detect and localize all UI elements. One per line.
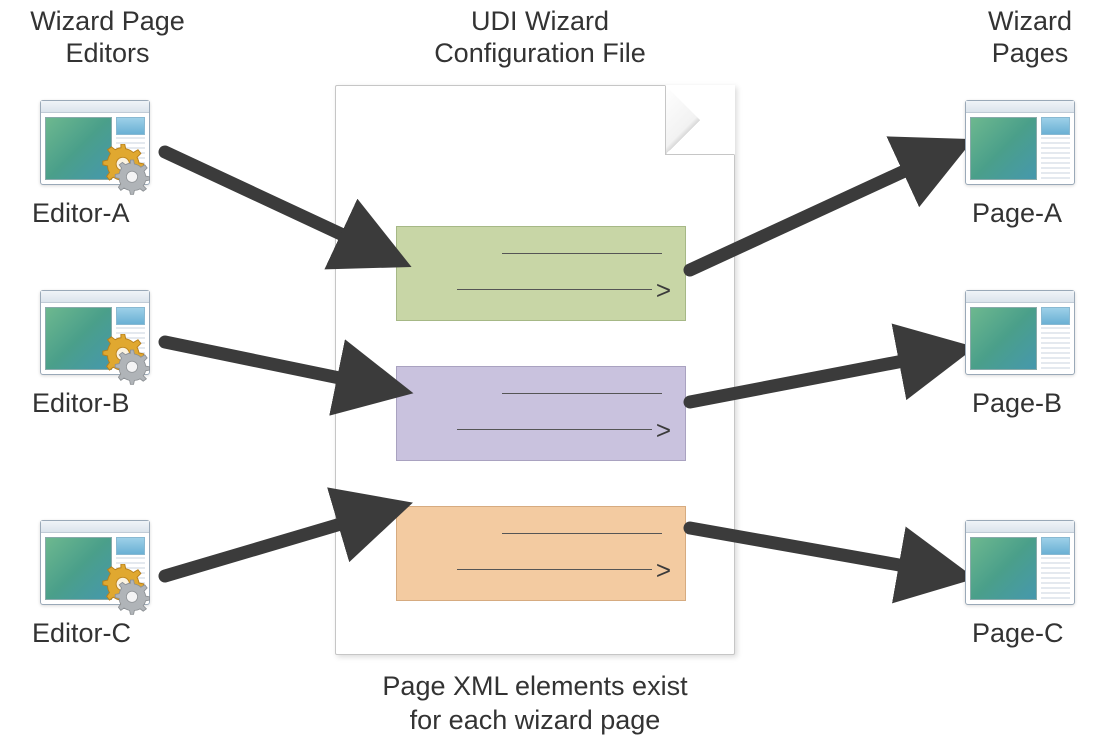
page-block-tag-close: > <box>656 555 671 586</box>
editor-label-1: Editor-B <box>32 388 130 419</box>
page-block-0: > <box>396 226 686 321</box>
header-center-text: UDI Wizard Configuration File <box>434 6 646 68</box>
header-left: Wizard Page Editors <box>0 5 215 70</box>
page-label-2: Page-C <box>972 618 1064 649</box>
page-icon-0 <box>965 100 1075 185</box>
page-icon-2 <box>965 520 1075 605</box>
editor-icon-1 <box>40 290 150 375</box>
gear-icon <box>100 334 160 389</box>
page-icon-1 <box>965 290 1075 375</box>
page-label-0: Page-A <box>972 198 1062 229</box>
page-block-1: > <box>396 366 686 461</box>
page-fold-icon <box>665 85 735 155</box>
editor-icon-0 <box>40 100 150 185</box>
page-block-tag-close: > <box>656 275 671 306</box>
editor-icon-2 <box>40 520 150 605</box>
page-block-tag-close: > <box>656 415 671 446</box>
page-label-1: Page-B <box>972 388 1062 419</box>
header-right-text: Wizard Pages <box>988 6 1072 68</box>
config-file-document: > > > <box>335 85 735 655</box>
gear-icon <box>100 144 160 199</box>
editor-label-0: Editor-A <box>32 198 130 229</box>
caption-text: Page XML elements exist for each wizard … <box>345 670 725 738</box>
header-center: UDI Wizard Configuration File <box>350 5 730 70</box>
header-right: Wizard Pages <box>960 5 1100 70</box>
page-block-2: > <box>396 506 686 601</box>
editor-label-2: Editor-C <box>32 618 131 649</box>
header-left-text: Wizard Page Editors <box>30 6 185 68</box>
gear-icon <box>100 564 160 619</box>
